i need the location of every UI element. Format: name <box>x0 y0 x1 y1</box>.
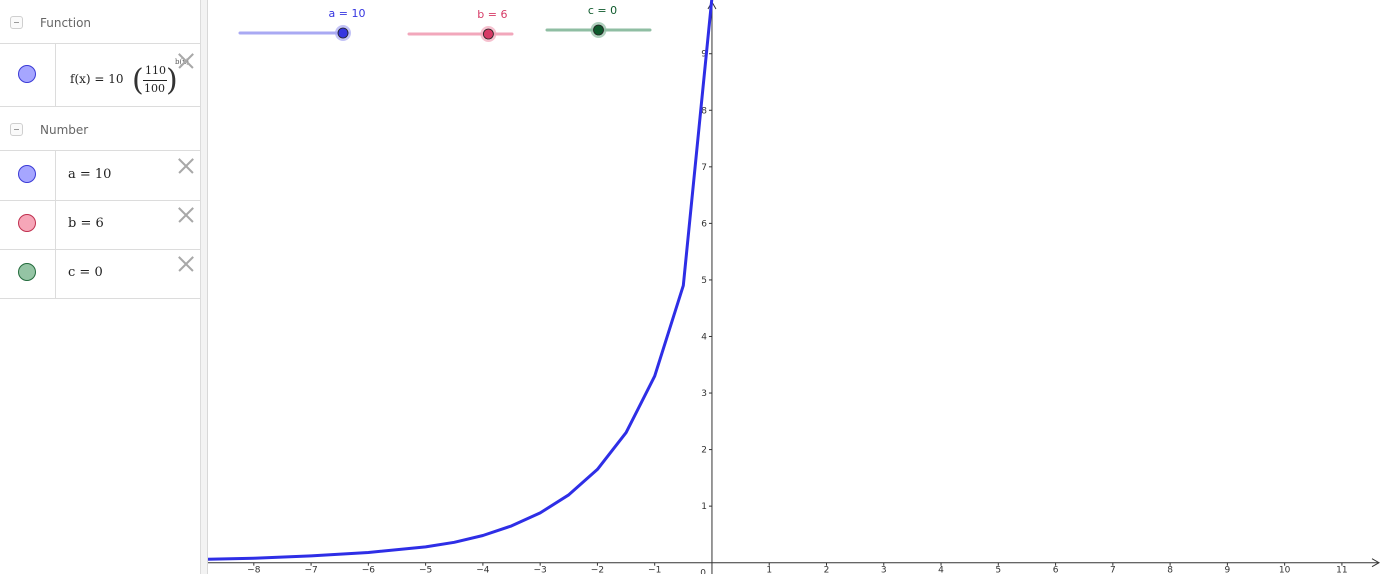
axes <box>208 0 1381 574</box>
fraction-bar <box>143 80 167 81</box>
number-group-label: Number <box>40 123 89 137</box>
x-tick-label: 6 <box>1053 566 1059 574</box>
graphics-view[interactable]: −8 −7 −6 −5 −4 −3 −2 −1 1 2 3 4 5 6 7 8 9 10 11 1 2 3 4 5 6 7 8 9 0 … <box>208 0 1382 574</box>
collapse-function-group-button[interactable] <box>10 16 23 29</box>
function-visibility-toggle[interactable] <box>18 65 36 83</box>
y-tick-label: 7 <box>701 163 707 173</box>
slider-a[interactable]: a = 10 <box>238 7 366 41</box>
x-tick-label: 11 <box>1336 566 1347 574</box>
number-row-a[interactable]: a = 10 <box>0 151 200 201</box>
view-divider[interactable] <box>201 0 208 574</box>
x-tick-label: −7 <box>304 566 317 574</box>
curves[interactable] <box>208 0 714 561</box>
y-tick-label: 8 <box>701 106 707 116</box>
slider-label: b = 6 <box>477 8 507 21</box>
slider-knob[interactable] <box>482 28 494 40</box>
x-tick-label: 5 <box>995 566 1001 574</box>
x-tick-label: −2 <box>591 566 604 574</box>
function-row[interactable]: f(x) = 10 ( 110 100 ) b(x) <box>0 44 200 107</box>
number-c-visibility-toggle[interactable] <box>18 263 36 281</box>
number-b-marble-cell[interactable] <box>0 201 56 249</box>
function-group-label: Function <box>40 16 92 30</box>
number-c-expression[interactable]: c = 0 <box>68 265 103 280</box>
delete-number-b-icon[interactable] <box>178 207 194 223</box>
x-tick-label: −5 <box>419 566 432 574</box>
sliders[interactable]: a = 10 b = 6 c = 0 <box>238 4 652 42</box>
x-tick-label: 1 <box>766 566 772 574</box>
number-row-b[interactable]: b = 6 <box>0 201 200 250</box>
y-tick-label: 9 <box>701 50 707 60</box>
function-f-curve[interactable] <box>208 0 714 561</box>
fraction-denominator: 100 <box>144 82 165 95</box>
slider-knob[interactable] <box>593 24 604 36</box>
number-b-visibility-toggle[interactable] <box>18 214 36 232</box>
slider-c[interactable]: c = 0 <box>545 4 652 38</box>
delete-number-a-icon[interactable] <box>178 158 194 174</box>
x-tick-label: −4 <box>476 566 490 574</box>
y-tick-label: 5 <box>701 276 707 286</box>
x-tick-label: 2 <box>824 566 830 574</box>
function-marble-cell[interactable] <box>0 44 56 106</box>
y-tick-label: 2 <box>701 446 707 456</box>
x-tick-label: −6 <box>362 566 376 574</box>
function-prefix: f(x) = 10 <box>70 72 124 86</box>
close-paren: ) <box>166 63 178 98</box>
x-tick-label: 3 <box>881 566 887 574</box>
delete-function-icon[interactable] <box>178 53 194 69</box>
number-a-marble-cell[interactable] <box>0 151 56 200</box>
fraction-numerator: 110 <box>145 64 166 77</box>
algebra-view: Function f(x) = 10 ( 110 100 ) b(x) Numb… <box>0 0 201 574</box>
number-row-c[interactable]: c = 0 <box>0 250 200 299</box>
x-tick-label: −8 <box>247 566 261 574</box>
x-tick-label: 9 <box>1225 566 1231 574</box>
number-a-visibility-toggle[interactable] <box>18 165 36 183</box>
number-group-header[interactable]: Number <box>0 107 200 151</box>
delete-number-c-icon[interactable] <box>178 256 194 272</box>
x-tick-label: 8 <box>1167 566 1173 574</box>
slider-label: a = 10 <box>329 7 366 20</box>
x-axis-arrow <box>1371 558 1381 568</box>
y-tick-label: 1 <box>701 502 707 512</box>
x-tick-label: 7 <box>1110 566 1116 574</box>
x-tick-label: 4 <box>938 566 944 574</box>
y-tick-label: 4 <box>701 332 707 342</box>
open-paren: ( <box>132 63 144 98</box>
slider-knob[interactable] <box>337 27 349 39</box>
y-tick-label: 6 <box>701 219 707 229</box>
number-a-expression[interactable]: a = 10 <box>68 167 112 182</box>
slider-label: c = 0 <box>588 4 617 17</box>
number-c-marble-cell[interactable] <box>0 250 56 298</box>
number-b-expression[interactable]: b = 6 <box>68 216 104 231</box>
slider-b[interactable]: b = 6 <box>407 8 514 42</box>
graph-canvas[interactable]: −8 −7 −6 −5 −4 −3 −2 −1 1 2 3 4 5 6 7 8 9 10 111234567890 … <box>208 0 1382 574</box>
x-tick-label: −1 <box>648 566 661 574</box>
origin-label: 0 <box>700 569 706 574</box>
y-tick-label: 3 <box>701 389 707 399</box>
x-tick-label: 10 <box>1279 566 1291 574</box>
x-tick-label: −3 <box>534 566 547 574</box>
collapse-number-group-button[interactable] <box>10 123 23 136</box>
function-group-header[interactable]: Function <box>0 0 200 44</box>
